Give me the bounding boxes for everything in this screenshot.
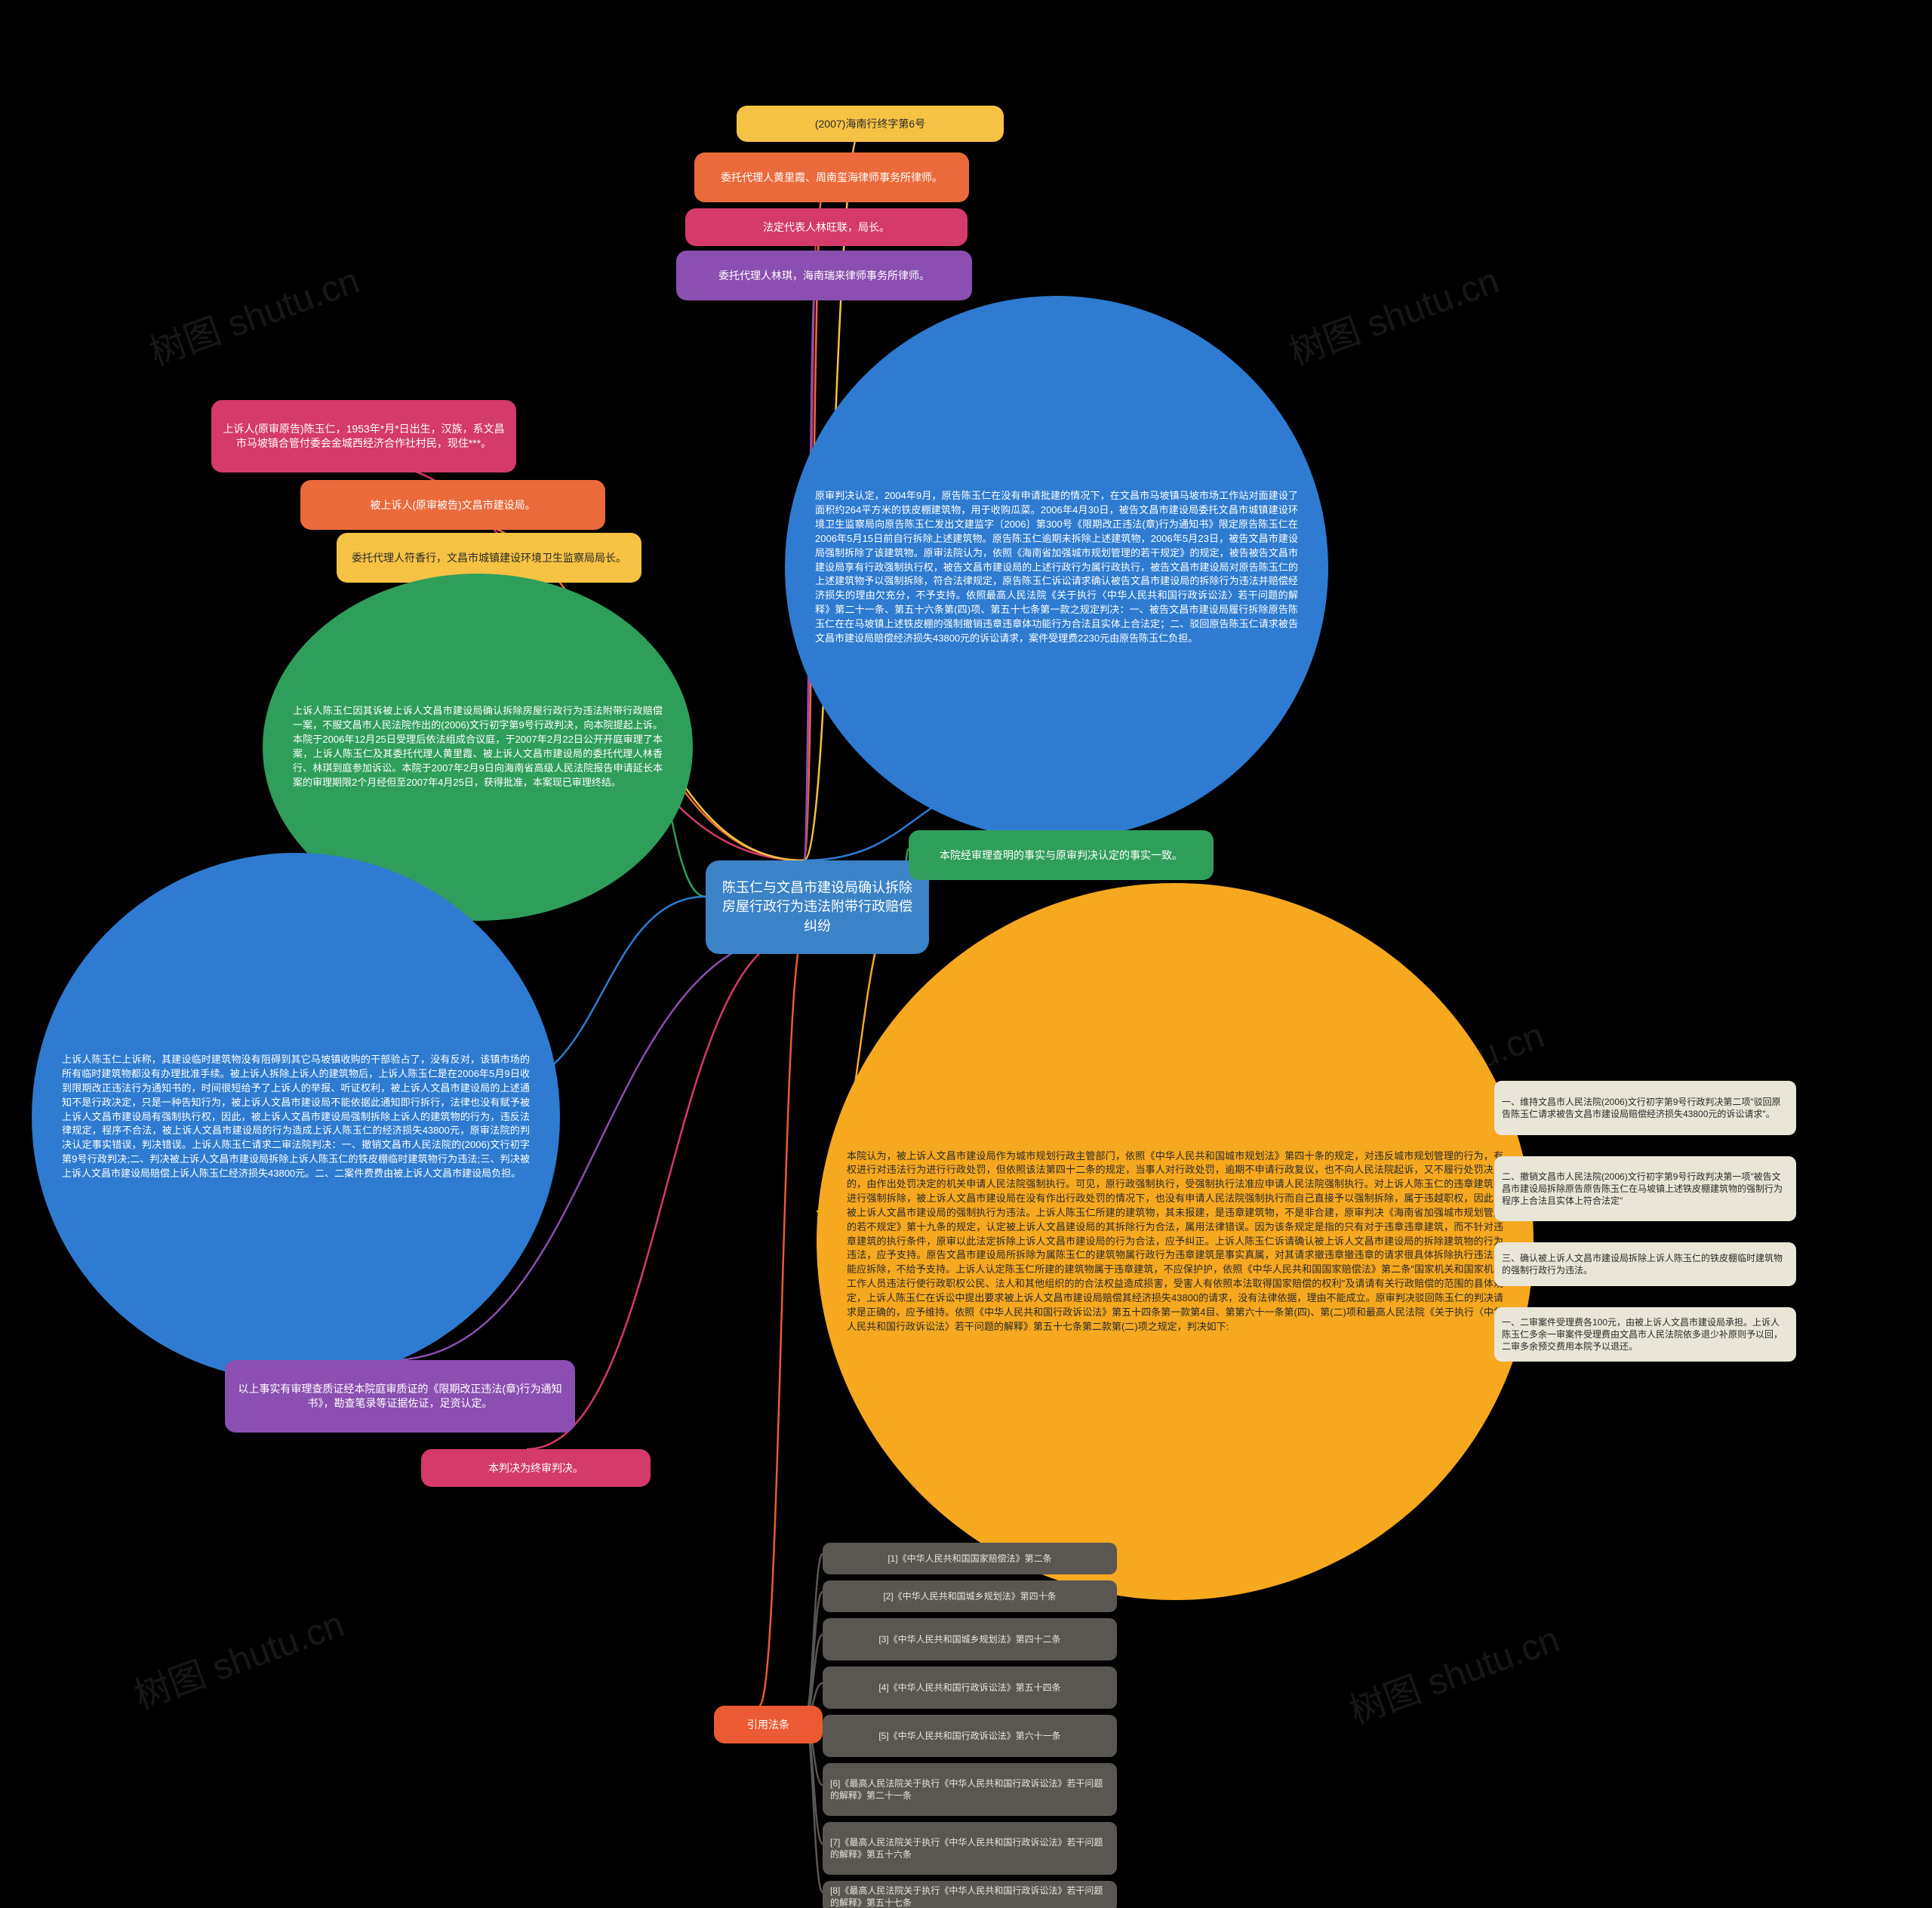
node-text: [3]《中华人民共和国城乡规划法》第四十二条 — [878, 1633, 1060, 1645]
node-text: 本院认为，被上诉人文昌市建设局作为城市规划行政主管部门，依照《中华人民共和国城市… — [847, 1149, 1503, 1334]
node-e1[interactable]: 原审判决认定，2004年9月，原告陈玉仁在没有申请批建的情况下，在文昌市马坡镇马… — [785, 296, 1328, 839]
watermark: 树图 shutu.cn — [126, 1594, 350, 1719]
node-text: 引用法条 — [747, 1718, 789, 1732]
node-text: 法定代表人林旺联，局长。 — [763, 220, 890, 235]
node-text: 本院经审理查明的事实与原审判决认定的事实一致。 — [940, 848, 1183, 863]
node-n4[interactable]: 委托代理人林琪，海南瑞来律师事务所律师。 — [676, 251, 972, 300]
node-text: [8]《最高人民法院关于执行《中华人民共和国行政诉讼法》若干问题的解释》第五十七… — [830, 1885, 1109, 1908]
node-n6[interactable]: 被上诉人(原审被告)文昌市建设局。 — [300, 480, 605, 530]
node-n10[interactable]: 本院经审理查明的事实与原审判决认定的事实一致。 — [909, 830, 1214, 880]
node-n3[interactable]: 法定代表人林旺联，局长。 — [685, 208, 968, 246]
node-e3[interactable]: 上诉人陈玉仁上诉称，其建设临时建筑物没有阻碍到其它马坡镇收购的干部验占了，没有反… — [32, 853, 560, 1381]
node-n5[interactable]: 上诉人(原审原告)陈玉仁，1953年*月*日出生，汉族，系文昌市马坡镇合管付委会… — [211, 400, 516, 472]
node-text: [6]《最高人民法院关于执行《中华人民共和国行政诉讼法》若干问题的解释》第二十一… — [830, 1777, 1109, 1802]
node-e4[interactable]: 本院认为，被上诉人文昌市建设局作为城市规划行政主管部门，依照《中华人民共和国城市… — [817, 883, 1534, 1600]
watermark: 树图 shutu.cn — [1341, 1609, 1565, 1734]
node-center[interactable]: 陈玉仁与文昌市建设局确认拆除房屋行政行为违法附带行政赔偿纠纷 — [706, 860, 929, 954]
node-text: (2007)海南行终字第6号 — [815, 117, 925, 131]
node-text: 上诉人陈玉仁上诉称，其建设临时建筑物没有阻碍到其它马坡镇收购的干部验占了，没有反… — [62, 1053, 530, 1181]
node-text: 以上事实有审理查质证经本院庭审质证的《限期改正违法(章)行为通知书》，勘查笔录等… — [234, 1382, 566, 1411]
node-text: 本判决为终审判决。 — [488, 1461, 583, 1476]
node-text: 上诉人(原审原告)陈玉仁，1953年*月*日出生，汉族，系文昌市马坡镇合管付委会… — [220, 422, 507, 451]
node-ref6[interactable]: [6]《最高人民法院关于执行《中华人民共和国行政诉讼法》若干问题的解释》第二十一… — [823, 1763, 1117, 1816]
node-n9[interactable]: 本判决为终审判决。 — [421, 1449, 651, 1487]
node-text: [4]《中华人民共和国行政诉讼法》第五十四条 — [878, 1682, 1060, 1694]
node-text: [5]《中华人民共和国行政诉讼法》第六十一条 — [878, 1730, 1060, 1742]
node-ref_label[interactable]: 引用法条 — [714, 1706, 823, 1743]
node-text: 原审判决认定，2004年9月，原告陈玉仁在没有申请批建的情况下，在文昌市马坡镇马… — [815, 489, 1298, 645]
watermark: 树图 shutu.cn — [141, 251, 365, 375]
edge — [804, 1592, 823, 1719]
edge — [804, 1719, 823, 1892]
node-ref4[interactable]: [4]《中华人民共和国行政诉讼法》第五十四条 — [823, 1666, 1117, 1709]
node-n8[interactable]: 以上事实有审理查质证经本院庭审质证的《限期改正违法(章)行为通知书》，勘查笔录等… — [225, 1360, 575, 1433]
node-ref3[interactable]: [3]《中华人民共和国城乡规划法》第四十二条 — [823, 1618, 1117, 1660]
edge — [804, 1554, 823, 1719]
node-n2[interactable]: 委托代理人黄里霞、周南玺海律师事务所律师。 — [694, 152, 969, 202]
node-text: 委托代理人符香行，文昌市城镇建设环境卫生监察局局长。 — [352, 551, 626, 565]
node-ref7[interactable]: [7]《最高人民法院关于执行《中华人民共和国行政诉讼法》若干问题的解释》第五十六… — [823, 1822, 1117, 1875]
node-side3[interactable]: 三、确认被上诉人文昌市建设局拆除上诉人陈玉仁的铁皮棚临时建筑物的强制行政行为违法… — [1494, 1242, 1796, 1286]
node-text: [1]《中华人民共和国国家赔偿法》第二条 — [888, 1553, 1051, 1565]
node-ref1[interactable]: [1]《中华人民共和国国家赔偿法》第二条 — [823, 1543, 1117, 1574]
node-text: 三、确认被上诉人文昌市建设局拆除上诉人陈玉仁的铁皮棚临时建筑物的强制行政行为违法… — [1502, 1252, 1789, 1276]
watermark: 树图 shutu.cn — [1281, 251, 1505, 375]
mindmap-canvas: 树图 shutu.cn 树图 shutu.cn 树图 shutu.cn 树图 shut… — [0, 0, 1932, 1908]
node-text: [2]《中华人民共和国城乡规划法》第四十条 — [883, 1590, 1056, 1602]
node-side4[interactable]: 一、二审案件受理费各100元，由被上诉人文昌市建设局承担。上诉人陈玉仁多余一审案… — [1494, 1307, 1796, 1362]
node-side2[interactable]: 二、撤销文昌市人民法院(2006)文行初字第9号行政判决第一项"被告文昌市建设局… — [1494, 1156, 1796, 1221]
node-text: 一、维持文昌市人民法院(2006)文行初字第9号行政判决第二项"驳回原告陈玉仁请… — [1502, 1096, 1789, 1120]
node-text: 委托代理人林琪，海南瑞来律师事务所律师。 — [718, 269, 930, 283]
node-text: 一、二审案件受理费各100元，由被上诉人文昌市建设局承担。上诉人陈玉仁多余一审案… — [1502, 1316, 1789, 1353]
node-side1[interactable]: 一、维持文昌市人民法院(2006)文行初字第9号行政判决第二项"驳回原告陈玉仁请… — [1494, 1081, 1796, 1135]
node-text: 委托代理人黄里霞、周南玺海律师事务所律师。 — [721, 171, 943, 185]
node-text: 上诉人陈玉仁因其诉被上诉人文昌市建设局确认拆除房屋行政行为违法附带行政赔偿一案，… — [293, 704, 663, 789]
node-ref5[interactable]: [5]《中华人民共和国行政诉讼法》第六十一条 — [823, 1715, 1117, 1757]
node-ref2[interactable]: [2]《中华人民共和国城乡规划法》第四十条 — [823, 1580, 1117, 1612]
node-text: [7]《最高人民法院关于执行《中华人民共和国行政诉讼法》若干问题的解释》第五十六… — [830, 1836, 1109, 1860]
node-n1[interactable]: (2007)海南行终字第6号 — [737, 106, 1004, 142]
node-text: 被上诉人(原审被告)文昌市建设局。 — [370, 498, 535, 512]
edge — [759, 933, 804, 1706]
node-text: 二、撤销文昌市人民法院(2006)文行初字第9号行政判决第一项"被告文昌市建设局… — [1502, 1171, 1789, 1208]
node-ref8[interactable]: [8]《最高人民法院关于执行《中华人民共和国行政诉讼法》若干问题的解释》第五十七… — [823, 1881, 1117, 1908]
node-text: 陈玉仁与文昌市建设局确认拆除房屋行政行为违法附带行政赔偿纠纷 — [719, 879, 915, 936]
